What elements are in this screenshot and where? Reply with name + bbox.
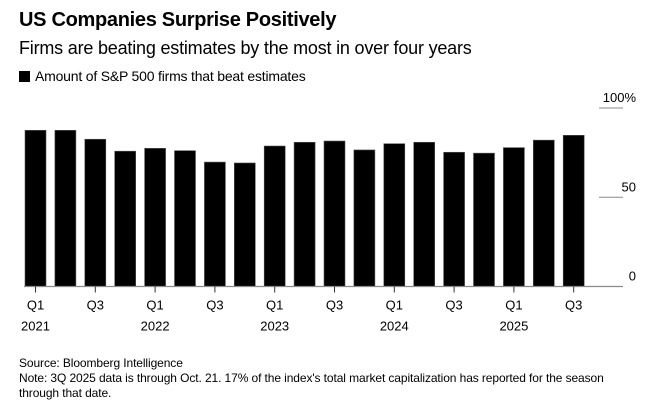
bar xyxy=(174,150,196,287)
bar xyxy=(84,138,107,287)
x-tick-label-quarter: Q1 xyxy=(505,298,522,313)
bar xyxy=(114,150,136,287)
x-tick-label-quarter: Q1 xyxy=(146,298,163,313)
bar xyxy=(204,161,226,287)
bar xyxy=(323,140,346,287)
x-tick-label-quarter: Q3 xyxy=(326,298,343,313)
x-tick-label-quarter: Q3 xyxy=(565,298,582,313)
y-tick-label: 50 xyxy=(622,179,636,194)
x-tick-label-quarter: Q1 xyxy=(386,298,403,313)
bar xyxy=(383,143,406,287)
bar xyxy=(263,145,286,287)
legend-swatch xyxy=(19,70,30,82)
x-tick-label-quarter: Q1 xyxy=(27,298,44,313)
x-tick-label-year: 2025 xyxy=(499,319,528,334)
y-tick-label: 100% xyxy=(603,90,637,105)
bar-chart: 100% 50 0 Q1 2021 Q3 Q1 2022 Q3 Q1 2023 Q3 Q1 2024 Q3 Q… xyxy=(21,90,637,334)
chart-subtitle: Firms are beating estimates by the most … xyxy=(19,38,472,58)
source-note: Source: Bloomberg Intelligence xyxy=(19,356,183,370)
bar xyxy=(234,162,256,287)
x-tick-label-year: 2021 xyxy=(21,319,50,334)
chart-title: US Companies Surprise Positively xyxy=(19,9,337,31)
bar xyxy=(503,147,525,287)
bar xyxy=(293,141,316,287)
bar xyxy=(443,151,465,287)
x-tick-label-year: 2024 xyxy=(380,319,409,334)
bar xyxy=(532,139,555,287)
bar xyxy=(473,152,495,287)
bar xyxy=(54,130,77,287)
footnote: Note: 3Q 2025 data is through Oct. 21. 1… xyxy=(19,371,604,400)
x-tick-label-quarter: Q3 xyxy=(206,298,223,313)
bar xyxy=(413,141,436,287)
legend-label: Amount of S&P 500 firms that beat estima… xyxy=(35,68,306,84)
x-tick-label-quarter: Q3 xyxy=(445,298,462,313)
x-tick-label-quarter: Q3 xyxy=(87,298,104,313)
x-tick-label-year: 2023 xyxy=(260,319,289,334)
x-tick-label-year: 2022 xyxy=(141,319,170,334)
bar xyxy=(24,130,47,287)
y-tick-label: 0 xyxy=(629,269,636,284)
bar xyxy=(144,148,166,287)
x-tick-label-quarter: Q1 xyxy=(266,298,283,313)
legend: Amount of S&P 500 firms that beat estima… xyxy=(19,68,306,84)
footer: Source: Bloomberg Intelligence Note: 3Q … xyxy=(19,356,639,401)
bar xyxy=(562,135,585,287)
bar xyxy=(353,149,376,287)
